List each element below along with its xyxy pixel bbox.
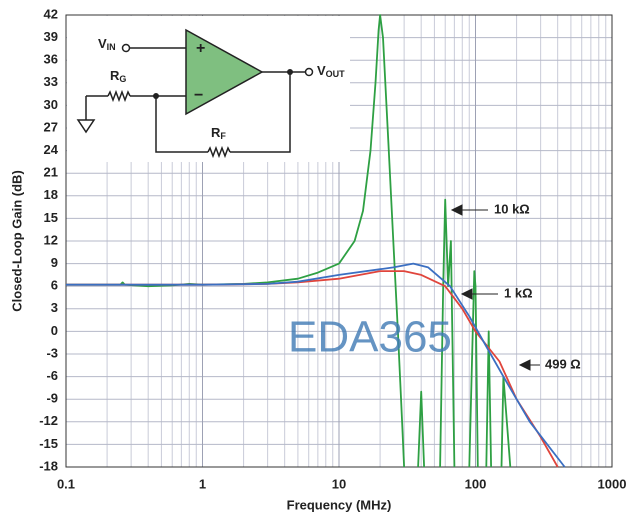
minus-sign: − xyxy=(194,87,203,104)
label-main: V xyxy=(317,63,326,78)
y-tick-label: 27 xyxy=(44,119,58,134)
node xyxy=(287,69,293,75)
vout-terminal xyxy=(304,67,314,77)
label-sub: F xyxy=(220,131,226,141)
y-tick-label: 24 xyxy=(44,142,59,157)
y-tick-label: 21 xyxy=(44,165,58,180)
annotation: 1 kΩ xyxy=(504,285,533,300)
series-line xyxy=(66,270,559,468)
y-tick-label: 6 xyxy=(51,278,58,293)
x-tick-label: 100 xyxy=(465,476,487,491)
y-tick-label: -6 xyxy=(46,368,58,383)
annotation: 499 Ω xyxy=(545,356,581,371)
x-tick-label: 0.1 xyxy=(57,476,75,491)
plot-frame xyxy=(65,14,613,468)
y-tick-label: 3 xyxy=(51,300,58,315)
label-sub: IN xyxy=(107,42,116,52)
rg-label: RG xyxy=(110,68,126,84)
arrow xyxy=(460,288,498,300)
node xyxy=(153,93,159,99)
plus-sign: + xyxy=(196,40,205,57)
series-line xyxy=(66,262,566,468)
y-tick-label: 42 xyxy=(44,6,58,21)
op-amp xyxy=(185,28,264,116)
y-tick-label: 30 xyxy=(44,97,58,112)
y-tick-label: 9 xyxy=(51,255,58,270)
label-main: R xyxy=(110,68,120,83)
annotations: 10 kΩ 1 kΩ 499 Ω xyxy=(450,201,581,371)
circuit-inset: + − VIN VOUT RG RF xyxy=(67,16,350,162)
y-tick-label: 0 xyxy=(51,323,58,338)
annotation: 10 kΩ xyxy=(494,201,530,216)
arrow xyxy=(450,204,488,216)
y-axis-label: Closed-Loop Gain (dB) xyxy=(9,170,24,312)
y-tick-label: 33 xyxy=(44,74,58,89)
arrow xyxy=(518,359,540,371)
y-tick-label: -15 xyxy=(39,436,58,451)
y-tick-label: 39 xyxy=(44,29,58,44)
label-sub: G xyxy=(119,74,126,84)
y-tick-label: 15 xyxy=(44,210,58,225)
rf-label: RF xyxy=(211,125,226,141)
x-tick-label: 1 xyxy=(199,476,206,491)
label-main: R xyxy=(211,125,221,140)
x-tick-label: 1000 xyxy=(598,476,627,491)
y-tick-label: -18 xyxy=(39,458,58,473)
y-tick-label: -12 xyxy=(39,413,58,428)
label-main: V xyxy=(98,36,107,51)
y-tick-label: 18 xyxy=(44,187,58,202)
x-tick-label: 10 xyxy=(332,476,346,491)
vin-label: VIN xyxy=(98,36,116,52)
vout-label: VOUT xyxy=(317,63,345,79)
y-tick-label: 12 xyxy=(44,232,58,247)
plot: -18-15-12-9-6-30369121518212427303336394… xyxy=(39,6,626,491)
y-tick-label: -3 xyxy=(46,345,58,360)
y-tick-label: 36 xyxy=(44,52,58,67)
y-tick-label: -9 xyxy=(46,391,58,406)
label-sub: OUT xyxy=(326,69,346,79)
x-axis-label: Frequency (MHz) xyxy=(287,497,392,512)
vin-terminal xyxy=(121,43,131,53)
watermark: EDA365 xyxy=(288,313,452,362)
lines xyxy=(66,15,566,468)
